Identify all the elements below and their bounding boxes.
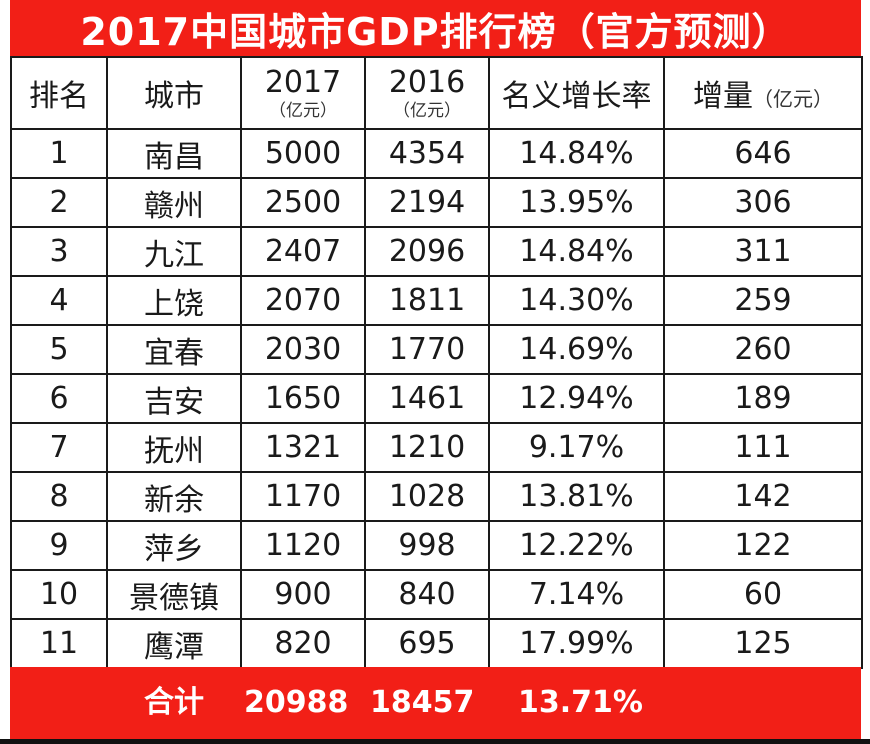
cell-city: 南昌 (106, 128, 242, 179)
total-label: 合计 (144, 685, 204, 720)
header-growth: 名义增长率 (488, 56, 665, 130)
cell-2017: 1650 (240, 373, 366, 424)
cell-city: 新余 (106, 471, 242, 522)
cell-increase: 122 (663, 520, 863, 571)
cell-rank: 5 (10, 324, 108, 375)
cell-growth: 14.30% (488, 275, 665, 326)
cell-2016: 2096 (364, 226, 490, 277)
cell-city: 鹰潭 (106, 618, 242, 669)
cell-city: 抚州 (106, 422, 242, 473)
cell-2016: 1811 (364, 275, 490, 326)
unit-label: （亿元） (393, 101, 461, 121)
table-row: 2 赣州 2500 2194 13.95% 306 (10, 177, 863, 228)
total-row: 合计 20988 18457 13.71% (10, 667, 861, 739)
cell-rank: 6 (10, 373, 108, 424)
cell-city: 赣州 (106, 177, 242, 228)
cell-2016: 695 (364, 618, 490, 669)
cell-rank: 8 (10, 471, 108, 522)
page-title: 2017中国城市GDP排行榜（官方预测） (80, 9, 791, 54)
table-row: 5 宜春 2030 1770 14.69% 260 (10, 324, 863, 375)
cell-2016: 1770 (364, 324, 490, 375)
header-city: 城市 (106, 56, 242, 130)
cell-rank: 2 (10, 177, 108, 228)
cell-2016: 2194 (364, 177, 490, 228)
header-increase: 增量（亿元） (663, 56, 863, 130)
cell-2017: 2070 (240, 275, 366, 326)
cell-2017: 2030 (240, 324, 366, 375)
cell-2017: 1120 (240, 520, 366, 571)
cell-increase: 260 (663, 324, 863, 375)
cell-increase: 306 (663, 177, 863, 228)
cell-growth: 14.84% (488, 128, 665, 179)
table-row: 6 吉安 1650 1461 12.94% 189 (10, 373, 863, 424)
cell-growth: 17.99% (488, 618, 665, 669)
cell-rank: 11 (10, 618, 108, 669)
cell-increase: 111 (663, 422, 863, 473)
table-row: 3 九江 2407 2096 14.84% 311 (10, 226, 863, 277)
cell-2017: 2500 (240, 177, 366, 228)
header-rank: 排名 (10, 56, 108, 130)
cell-2016: 998 (364, 520, 490, 571)
cell-2016: 1461 (364, 373, 490, 424)
cell-increase: 259 (663, 275, 863, 326)
cell-growth: 13.81% (488, 471, 665, 522)
cell-increase: 142 (663, 471, 863, 522)
cell-city: 景德镇 (106, 569, 242, 620)
cell-2016: 4354 (364, 128, 490, 179)
cell-2017: 820 (240, 618, 366, 669)
cell-increase: 189 (663, 373, 863, 424)
cell-city: 上饶 (106, 275, 242, 326)
title-banner: 2017中国城市GDP排行榜（官方预测） (10, 0, 861, 56)
table-row: 9 萍乡 1120 998 12.22% 122 (10, 520, 863, 571)
cell-growth: 14.69% (488, 324, 665, 375)
unit-label: （亿元） (269, 101, 337, 121)
table-row: 11 鹰潭 820 695 17.99% 125 (10, 618, 863, 669)
table-row: 8 新余 1170 1028 13.81% 142 (10, 471, 863, 522)
cell-2017: 5000 (240, 128, 366, 179)
cell-2017: 900 (240, 569, 366, 620)
table-row: 10 景德镇 900 840 7.14% 60 (10, 569, 863, 620)
cell-increase: 311 (663, 226, 863, 277)
cell-rank: 3 (10, 226, 108, 277)
cell-2017: 2407 (240, 226, 366, 277)
table-header-row: 排名 城市 2017 （亿元） 2016 （亿元） 名义增长率 增量（亿元） (10, 56, 863, 130)
cell-growth: 12.94% (488, 373, 665, 424)
header-2017: 2017 （亿元） (240, 56, 366, 130)
unit-label: （亿元） (753, 87, 833, 111)
cell-rank: 7 (10, 422, 108, 473)
total-growth: 13.71% (518, 685, 643, 720)
cell-rank: 1 (10, 128, 108, 179)
cell-rank: 9 (10, 520, 108, 571)
cell-growth: 13.95% (488, 177, 665, 228)
cell-growth: 9.17% (488, 422, 665, 473)
table-row: 1 南昌 5000 4354 14.84% 646 (10, 128, 863, 179)
header-2016: 2016 （亿元） (364, 56, 490, 130)
cell-increase: 646 (663, 128, 863, 179)
cell-2016: 1028 (364, 471, 490, 522)
cell-rank: 10 (10, 569, 108, 620)
cell-increase: 125 (663, 618, 863, 669)
cell-city: 宜春 (106, 324, 242, 375)
table-row: 7 抚州 1321 1210 9.17% 111 (10, 422, 863, 473)
cell-rank: 4 (10, 275, 108, 326)
bottom-border (0, 739, 870, 744)
cell-2016: 1210 (364, 422, 490, 473)
cell-2017: 1170 (240, 471, 366, 522)
cell-city: 萍乡 (106, 520, 242, 571)
cell-city: 九江 (106, 226, 242, 277)
cell-city: 吉安 (106, 373, 242, 424)
gdp-table: 排名 城市 2017 （亿元） 2016 （亿元） 名义增长率 增量（亿元） 1 (10, 56, 863, 669)
cell-growth: 14.84% (488, 226, 665, 277)
cell-2017: 1321 (240, 422, 366, 473)
cell-increase: 60 (663, 569, 863, 620)
cell-growth: 7.14% (488, 569, 665, 620)
table-row: 4 上饶 2070 1811 14.30% 259 (10, 275, 863, 326)
cell-2016: 840 (364, 569, 490, 620)
total-2016: 18457 (370, 685, 475, 720)
cell-growth: 12.22% (488, 520, 665, 571)
total-2017: 20988 (244, 685, 349, 720)
